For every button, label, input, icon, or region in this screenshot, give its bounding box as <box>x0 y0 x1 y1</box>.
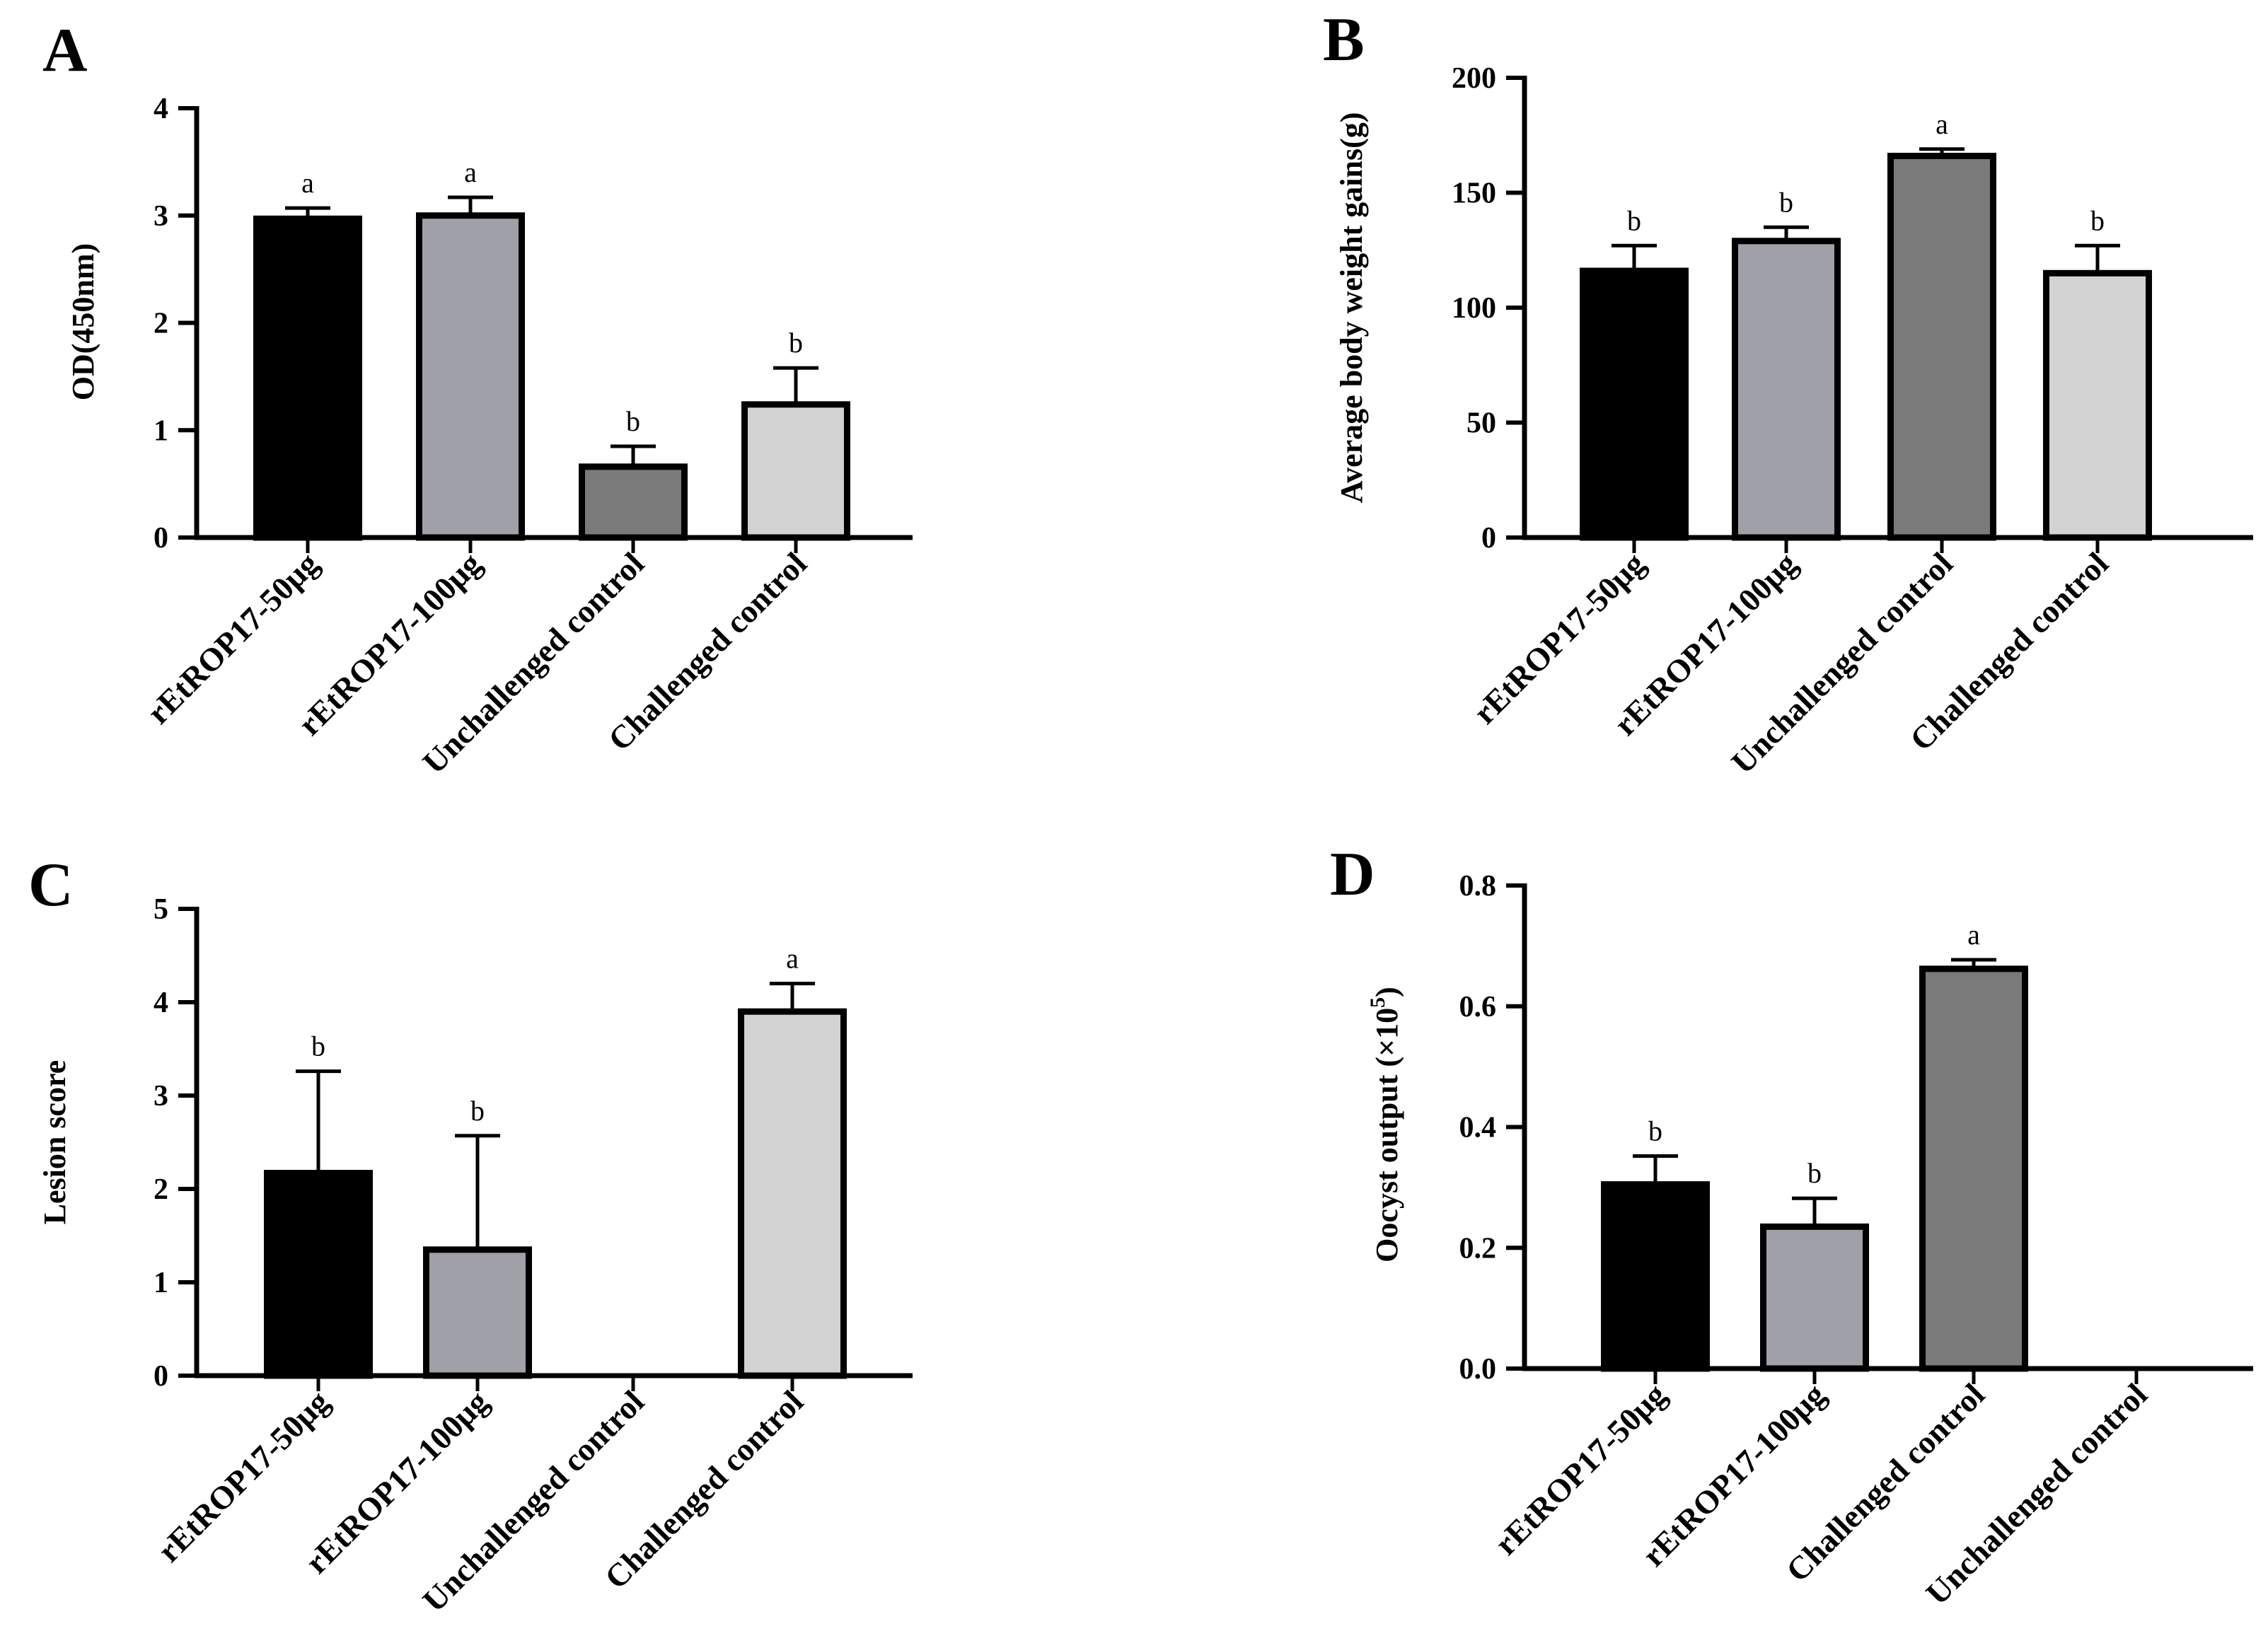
y-axis-title-text: Lesion score <box>37 1060 72 1225</box>
bar <box>738 1008 847 1379</box>
y-axis-title: OD(450nm) <box>66 243 100 400</box>
y-tick-label: 5 <box>154 893 168 926</box>
y-tick-label: 150 <box>1452 178 1496 210</box>
bar <box>741 401 850 541</box>
bar <box>253 215 362 541</box>
bar <box>1732 238 1841 541</box>
significance-letter: b <box>311 1030 325 1062</box>
panel-letter: B <box>1323 6 1365 74</box>
significance-letter: b <box>626 405 640 437</box>
y-tick-label: 0.6 <box>1459 991 1497 1023</box>
y-axis-title-superscript: 5 <box>1366 997 1389 1008</box>
y-tick-label: 0 <box>1481 522 1496 555</box>
y-axis-title-text: Average body weight gains(g) <box>1334 112 1369 504</box>
chart-panel-a: A01234OD(450nm)arEtROP17-50μgarEtROP17-1… <box>42 16 913 781</box>
significance-letter: a <box>786 943 799 975</box>
y-tick-label: 0.4 <box>1459 1112 1497 1144</box>
y-tick-label: 4 <box>154 987 168 1019</box>
y-tick-label: 50 <box>1466 407 1496 440</box>
y-tick-label: 0.2 <box>1459 1232 1497 1265</box>
y-tick-label: 1 <box>154 414 168 447</box>
significance-letter: b <box>1779 186 1793 218</box>
y-tick-label: 1 <box>154 1267 168 1299</box>
y-axis-title-text: Oocyst output (×10 <box>1370 1008 1404 1262</box>
panel-letter: D <box>1330 840 1375 909</box>
y-axis-title: Oocyst output (×105) <box>1366 987 1404 1262</box>
y-tick-label: 4 <box>154 93 168 125</box>
bar <box>1760 1223 1869 1372</box>
bar <box>416 212 525 541</box>
chart-panel-b: B 0 50 100 150 200 Average body weight gains(g… <box>1323 6 2253 781</box>
y-tick-label: 2 <box>154 1173 168 1206</box>
bar <box>264 1170 373 1379</box>
x-category-label: rEtROP17-50μg <box>151 1383 336 1569</box>
y-tick-label: 200 <box>1452 62 1496 95</box>
significance-letter: b <box>1627 204 1641 236</box>
bar <box>1887 153 1996 541</box>
bar <box>1601 1181 1710 1372</box>
bar <box>1580 267 1689 541</box>
significance-letter: b <box>789 327 803 359</box>
significance-letter: a <box>1967 919 1980 951</box>
significance-letter: a <box>1936 108 1948 140</box>
panel-letter: C <box>28 851 74 919</box>
x-category-label: rEtROP17-50μg <box>1488 1376 1673 1562</box>
y-tick-label: 3 <box>154 1080 168 1113</box>
significance-letter: b <box>2090 204 2105 236</box>
significance-letter: b <box>470 1095 485 1127</box>
bar <box>423 1246 532 1379</box>
significance-letter: a <box>301 167 314 199</box>
bar <box>2043 269 2152 541</box>
y-tick-label: 0.0 <box>1459 1353 1497 1386</box>
y-tick-label: 2 <box>154 308 168 340</box>
panel-letter: A <box>42 16 88 85</box>
y-tick-label: 100 <box>1452 292 1496 325</box>
y-axis-title-text: OD(450nm) <box>66 243 100 400</box>
significance-letter: a <box>464 156 477 188</box>
significance-letter: b <box>1648 1115 1662 1146</box>
y-tick-label: 0 <box>154 1360 168 1393</box>
y-axis-title: Average body weight gains(g) <box>1334 112 1369 504</box>
y-axis-title: Lesion score <box>37 1060 72 1225</box>
y-tick-label: 0 <box>154 522 168 555</box>
significance-letter: b <box>1807 1157 1822 1189</box>
y-tick-label: 0.8 <box>1459 870 1497 902</box>
y-axis-title-suffix: ) <box>1370 987 1404 997</box>
bar <box>1919 965 2028 1372</box>
y-tick-label: 3 <box>154 200 168 233</box>
bar <box>579 463 688 541</box>
x-category-label: rEtROP17-50μg <box>140 545 325 731</box>
chart-panel-d: D 0.0 0.2 0.4 0.6 0.8 Oocyst output (×105) b rEt… <box>1330 840 2253 1612</box>
